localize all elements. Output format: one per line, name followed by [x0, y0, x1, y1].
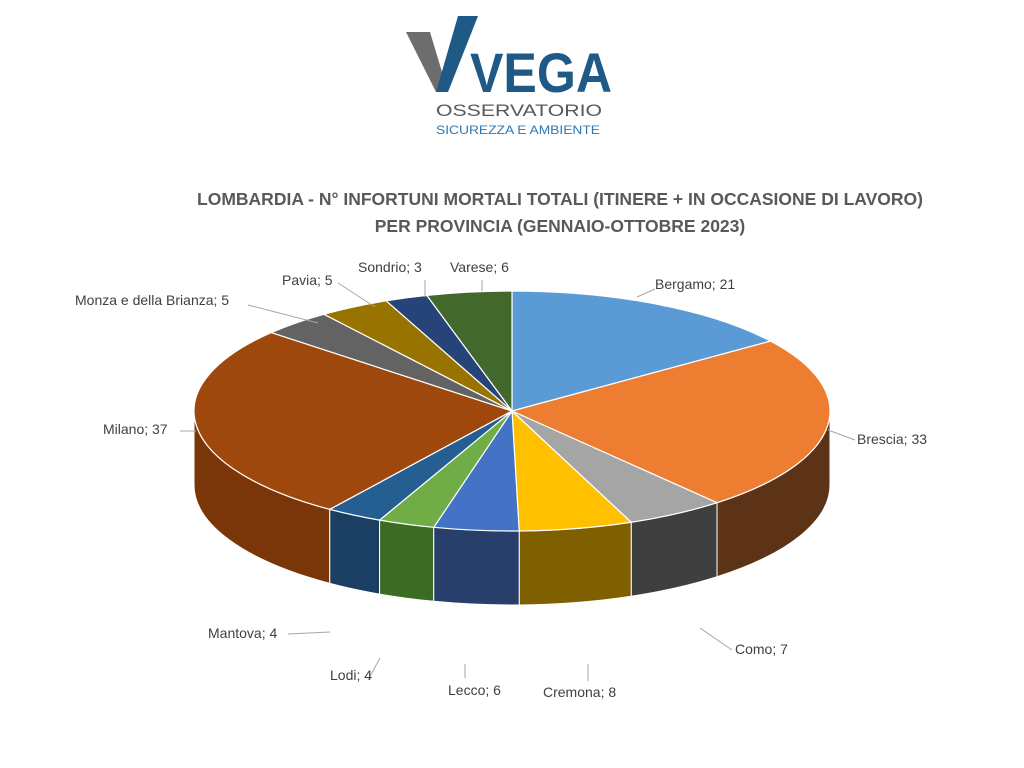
data-label-mantova: Mantova; 4 [208, 625, 277, 641]
chart-title: LOMBARDIA - N° INFORTUNI MORTALI TOTALI … [100, 186, 1020, 240]
leader-line-bergamo [636, 288, 656, 298]
data-label-brescia: Brescia; 33 [857, 431, 927, 447]
pie-side-cremona [518, 521, 632, 606]
logo-line1: OSSERVATORIO [436, 101, 602, 120]
pie-side-mantova [329, 508, 381, 595]
data-label-cremona: Cremona; 8 [543, 684, 616, 700]
data-label-bergamo: Bergamo; 21 [655, 276, 735, 292]
logo-v-grey [406, 32, 448, 92]
leader-line-como [699, 627, 733, 651]
leader-line-mantova [287, 631, 331, 635]
pie-side-lodi [379, 519, 435, 602]
leader-line-lodi [367, 657, 381, 681]
pie-leader-lines [180, 280, 856, 681]
logo-line2: SICUREZZA E AMBIENTE [436, 125, 600, 137]
pie-slice-bergamo [511, 290, 773, 412]
data-label-lecco: Lecco; 6 [448, 682, 501, 698]
leader-line-monza-e-della-brianza [247, 304, 319, 324]
data-label-pavia: Pavia; 5 [282, 272, 333, 288]
pie-labels: Bergamo; 21 Brescia; 33 Como; 7 Cremona; 8 L… [75, 259, 927, 700]
data-label-monza-e-della-brianza: Monza e della Brianza; 5 [75, 292, 229, 308]
data-label-lodi: Lodi; 4 [330, 667, 372, 683]
pie-slice-brescia [510, 340, 831, 504]
data-label-varese: Varese; 6 [450, 259, 509, 275]
pie-slice-varese [425, 290, 513, 413]
pie-slice-milano [193, 331, 514, 510]
data-label-sondrio: Sondrio; 3 [358, 259, 422, 275]
leader-line-pavia [337, 282, 376, 308]
vega-logo: VEGA OSSERVATORIO SICUREZZA E AMBIENTE [406, 16, 612, 137]
pie-side-lecco [433, 526, 520, 606]
chart-title-line2: PER PROVINCIA (GENNAIO-OTTOBRE 2023) [374, 216, 746, 236]
leader-line-brescia [827, 429, 856, 441]
logo-v-blue [436, 16, 478, 92]
data-label-como: Como; 7 [735, 641, 788, 657]
chart-title-line1: LOMBARDIA - N° INFORTUNI MORTALI TOTALI … [197, 189, 923, 209]
pie-tops [193, 290, 831, 532]
logo-name: VEGA [470, 41, 612, 104]
data-label-milano: Milano; 37 [103, 421, 168, 437]
